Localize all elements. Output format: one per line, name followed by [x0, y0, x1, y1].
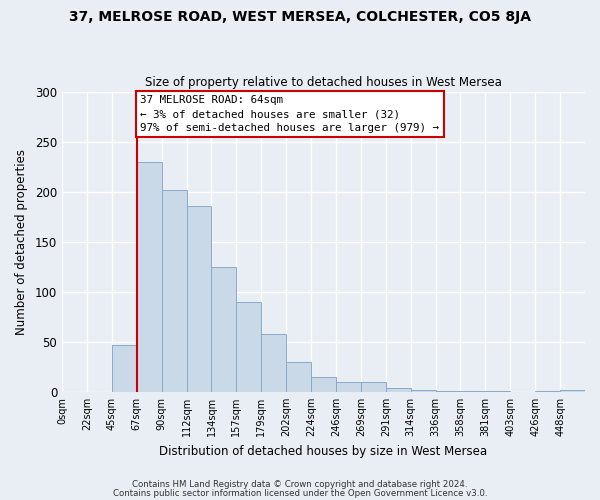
Bar — [410, 390, 436, 392]
Bar — [137, 162, 161, 392]
Text: Contains public sector information licensed under the Open Government Licence v3: Contains public sector information licen… — [113, 488, 487, 498]
Bar — [386, 388, 410, 392]
Bar — [112, 345, 137, 392]
Text: 37 MELROSE ROAD: 64sqm
← 3% of detached houses are smaller (32)
97% of semi-deta: 37 MELROSE ROAD: 64sqm ← 3% of detached … — [140, 95, 439, 133]
Bar — [560, 390, 585, 392]
Bar — [361, 382, 386, 392]
Bar — [211, 267, 236, 392]
Bar — [460, 391, 485, 392]
X-axis label: Distribution of detached houses by size in West Mersea: Distribution of detached houses by size … — [160, 444, 488, 458]
Bar — [535, 391, 560, 392]
Bar — [311, 377, 336, 392]
Bar — [161, 190, 187, 392]
Bar — [261, 334, 286, 392]
Bar — [286, 362, 311, 392]
Y-axis label: Number of detached properties: Number of detached properties — [15, 149, 28, 335]
Bar — [485, 391, 510, 392]
Text: Contains HM Land Registry data © Crown copyright and database right 2024.: Contains HM Land Registry data © Crown c… — [132, 480, 468, 489]
Text: 37, MELROSE ROAD, WEST MERSEA, COLCHESTER, CO5 8JA: 37, MELROSE ROAD, WEST MERSEA, COLCHESTE… — [69, 10, 531, 24]
Title: Size of property relative to detached houses in West Mersea: Size of property relative to detached ho… — [145, 76, 502, 90]
Bar — [336, 382, 361, 392]
Bar — [236, 302, 261, 392]
Bar — [436, 391, 460, 392]
Bar — [187, 206, 211, 392]
